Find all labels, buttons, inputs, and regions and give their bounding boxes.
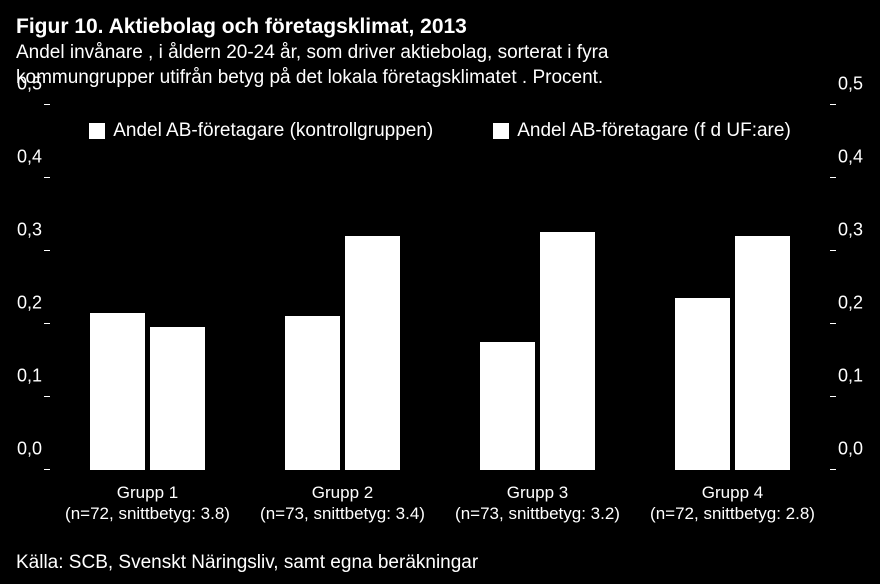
chart-header: Figur 10. Aktiebolag och företagsklimat,… — [0, 0, 880, 95]
chart-title: Figur 10. Aktiebolag och företagsklimat,… — [16, 14, 864, 39]
legend: Andel AB-företagare (kontrollgruppen) An… — [50, 120, 830, 142]
tick-mark-icon — [830, 396, 836, 397]
x-group-label: Grupp 3(n=73, snittbetyg: 3.2) — [440, 482, 635, 525]
x-group-sub: (n=72, snittbetyg: 3.8) — [50, 503, 245, 524]
x-group-name: Grupp 1 — [50, 482, 245, 503]
legend-label: Andel AB-företagare (kontrollgruppen) — [113, 120, 433, 142]
x-group-name: Grupp 2 — [245, 482, 440, 503]
source-text: Källa: SCB, Svenskt Näringsliv, samt egn… — [16, 552, 478, 574]
y-tick-label: 0,5 — [838, 73, 863, 94]
bar-series-2 — [735, 236, 790, 470]
x-group-label: Grupp 4(n=72, snittbetyg: 2.8) — [635, 482, 830, 525]
tick-mark-icon — [830, 104, 836, 105]
x-group-sub: (n=73, snittbetyg: 3.2) — [440, 503, 635, 524]
x-group-name: Grupp 4 — [635, 482, 830, 503]
y-tick-label: 0,2 — [17, 292, 42, 313]
y-tick-label: 0,3 — [838, 219, 863, 240]
legend-item-2: Andel AB-företagare (f d UF:are) — [493, 120, 791, 142]
x-group-name: Grupp 3 — [440, 482, 635, 503]
bars-layer — [50, 105, 830, 470]
bar-series-2 — [345, 236, 400, 470]
chart-subtitle: Andel invånare , i åldern 20-24 år, som … — [16, 41, 696, 90]
y-tick-label: 0,3 — [17, 219, 42, 240]
y-tick-label: 0,1 — [838, 365, 863, 386]
y-axis-left: 0,00,10,20,30,40,5 — [0, 105, 50, 470]
y-tick-label: 0,1 — [17, 365, 42, 386]
legend-swatch-icon — [493, 123, 509, 139]
bar-series-1 — [675, 298, 730, 470]
tick-mark-icon — [830, 177, 836, 178]
y-tick-label: 0,2 — [838, 292, 863, 313]
x-axis: Grupp 1(n=72, snittbetyg: 3.8)Grupp 2(n=… — [50, 470, 830, 525]
x-group-sub: (n=72, snittbetyg: 2.8) — [635, 503, 830, 524]
x-group-label: Grupp 2(n=73, snittbetyg: 3.4) — [245, 482, 440, 525]
bar-series-1 — [480, 342, 535, 470]
y-axis-right: 0,00,10,20,30,40,5 — [830, 105, 880, 470]
x-group-sub: (n=73, snittbetyg: 3.4) — [245, 503, 440, 524]
legend-label: Andel AB-företagare (f d UF:are) — [517, 120, 791, 142]
chart-area: 0,00,10,20,30,40,5 0,00,10,20,30,40,5 An… — [0, 95, 880, 525]
x-group-label: Grupp 1(n=72, snittbetyg: 3.8) — [50, 482, 245, 525]
y-tick-label: 0,0 — [838, 438, 863, 459]
bar-series-1 — [285, 316, 340, 469]
bar-series-1 — [90, 313, 145, 470]
y-tick-label: 0,0 — [17, 438, 42, 459]
bar-series-2 — [540, 232, 595, 469]
tick-mark-icon — [830, 469, 836, 470]
y-tick-label: 0,5 — [17, 73, 42, 94]
legend-swatch-icon — [89, 123, 105, 139]
tick-mark-icon — [830, 323, 836, 324]
plot-area: Andel AB-företagare (kontrollgruppen) An… — [50, 105, 830, 470]
y-tick-label: 0,4 — [17, 146, 42, 167]
bar-series-2 — [150, 327, 205, 469]
tick-mark-icon — [830, 250, 836, 251]
y-tick-label: 0,4 — [838, 146, 863, 167]
legend-item-1: Andel AB-företagare (kontrollgruppen) — [89, 120, 433, 142]
